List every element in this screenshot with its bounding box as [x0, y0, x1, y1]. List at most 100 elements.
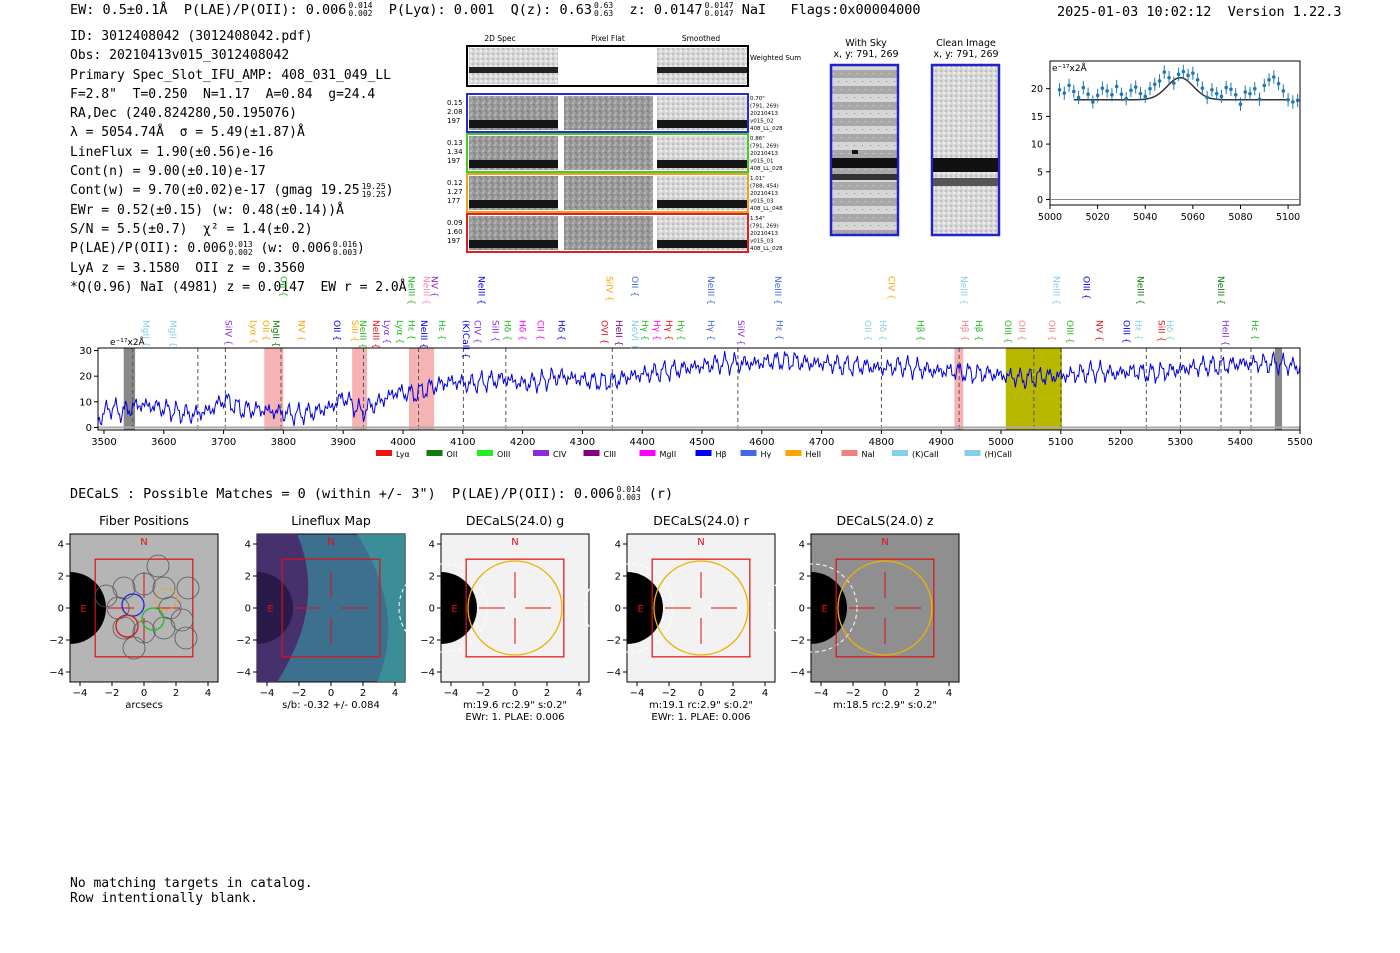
- zoom-y-tick-label: 20: [1031, 84, 1043, 95]
- line-id-label: Lyα {: [247, 320, 257, 344]
- zoom-data-point: [1067, 83, 1071, 88]
- target-crosshair: [295, 572, 367, 644]
- legend-swatch: [639, 450, 656, 456]
- cutout-weight-label: 1.34: [447, 148, 463, 156]
- thumb-title: DECaLS(24.0) g: [466, 513, 564, 528]
- thumb-x-tick-label: −2: [662, 688, 677, 699]
- zoom-data-point: [1238, 102, 1243, 106]
- x-tick-label: 4000: [390, 437, 415, 448]
- line-id-label: SiII {: [1155, 320, 1165, 342]
- north-marker: N: [327, 537, 334, 548]
- zoom-y-tick-label: 0: [1037, 195, 1043, 206]
- info-q: *Q(0.96) NaI (4981) z = 0.0147 EW r = 2.…: [70, 279, 407, 295]
- fiber-circle: [176, 576, 200, 600]
- thumb-x-tick-label: 4: [576, 688, 582, 699]
- thumb-y-tick-label: −4: [606, 668, 621, 679]
- thumb-caption-2: EWr: 1. PLAE: 0.006: [651, 712, 750, 723]
- cutout-pixel-flat: [564, 136, 653, 170]
- line-id-label: OIII {: [1121, 320, 1131, 344]
- thumb-caption: m:19.6 rc:2.9" s:0.2": [463, 700, 567, 711]
- line-id-label: (K)CaII {: [460, 320, 470, 359]
- line-id-label: OII {: [1016, 320, 1026, 341]
- thumb-x-tick-label: −4: [260, 688, 275, 699]
- zoom-data-point: [1157, 79, 1162, 83]
- fiber-circle: [174, 626, 198, 650]
- thumb-x-tick-label: 0: [328, 688, 334, 699]
- clean-image: [930, 63, 1001, 237]
- cutout-weight-label: 1.27: [447, 188, 463, 196]
- zoom-data-point: [1119, 92, 1124, 97]
- info-plae: P(LAE)/P(OII): 0.006 0.013 0.002 (w: 0.006…: [70, 239, 365, 257]
- target-box: [94, 558, 194, 658]
- north-marker: N: [140, 537, 147, 548]
- line-id-label: SiIV {: [603, 276, 613, 302]
- info-fit: F=2.8" T=0.250 N=1.17 A=0.84 g=24.4: [70, 86, 376, 102]
- line-id-label: NV {: [295, 320, 305, 341]
- line-id-label: HeII {: [1219, 320, 1229, 346]
- line-id-label: MgII {: [140, 320, 150, 347]
- thumb-caption-2: EWr: 1. PLAE: 0.006: [465, 712, 564, 723]
- with-sky-title: With Sky x, y: 791, 269: [833, 38, 899, 60]
- thumb-y-tick-label: −2: [790, 636, 805, 647]
- target-box: [651, 558, 751, 658]
- zoom-y-tick-label: 10: [1031, 140, 1043, 151]
- thumb-x-tick-label: 2: [360, 688, 366, 699]
- line-id-label: Lyα {: [381, 320, 391, 344]
- thumb-y-tick-label: 4: [429, 540, 435, 551]
- emission-band: [352, 348, 368, 430]
- zoom-data-point: [1176, 72, 1181, 77]
- legend-swatch: [583, 450, 600, 456]
- thumb-y-tick-label: −2: [236, 636, 251, 647]
- x-tick-label: 4800: [869, 437, 894, 448]
- zoom-data-point: [1286, 97, 1290, 102]
- legend-swatch: [376, 450, 392, 456]
- cutout-2d-trace: [469, 120, 558, 128]
- thumb-title: DECaLS(24.0) z: [837, 513, 934, 528]
- zoom-data-point: [1181, 69, 1186, 74]
- line-id-label: Hγ {: [705, 320, 715, 341]
- cutout-weight-label: 197: [447, 237, 460, 245]
- thumb-title: Fiber Positions: [99, 513, 189, 528]
- line-id-label: Hδ {: [877, 320, 887, 341]
- info-lambda: λ = 5054.74Å σ = 5.49(±1.87)Å: [70, 125, 305, 141]
- masked-band: [123, 348, 136, 430]
- line-id-label: Hδ {: [1164, 320, 1174, 341]
- north-marker: N: [511, 537, 518, 548]
- line-id-label: CIV {: [472, 320, 482, 344]
- zoom-line-fit-chart: 5000 5020 5040 5060 5080 5100 0 5 10 15 20 e⁻¹⁷x2Å: [1031, 60, 1301, 223]
- cutout-detail-label: 20210413: [750, 111, 778, 117]
- zoom-data-point: [1110, 92, 1114, 97]
- thumb-y-tick-label: 2: [58, 572, 64, 583]
- col-2d-spec: 2D Spec: [484, 34, 515, 43]
- target-crosshair: [849, 572, 921, 644]
- fiber-fourth: [115, 614, 139, 638]
- north-marker: N: [881, 537, 888, 548]
- header-plae-err: 0.014 0.002: [348, 1, 373, 18]
- legend-swatch: [740, 450, 757, 456]
- cutout-detail-label: (791, 269): [750, 144, 779, 150]
- line-id-label: SiII {: [349, 320, 359, 342]
- cutout-detail-label: v015_03: [750, 239, 774, 245]
- line-id-label: HeII {: [613, 320, 623, 346]
- zoom-data-point: [1233, 92, 1238, 97]
- zoom-data-point: [1124, 96, 1128, 101]
- x-tick-label: 5300: [1168, 437, 1193, 448]
- legend-label: CIII: [604, 450, 617, 459]
- search-radius-circle: [837, 560, 933, 656]
- cutout-detail-label: 408_LL_048: [750, 206, 783, 212]
- cutout-detail-label: 0.86": [750, 136, 765, 142]
- fiber-second: [141, 607, 165, 631]
- legend-label: (H)CaII: [985, 450, 1012, 459]
- legend-label: (K)CaII: [912, 450, 939, 459]
- cutout-detail-label: v015_02: [750, 119, 774, 125]
- cutout-detail-label: 1.54": [750, 216, 765, 222]
- fiber-circle: [94, 584, 118, 608]
- search-radius-circle: [653, 560, 749, 656]
- thumb-x-tick-label: 2: [544, 688, 550, 699]
- zoom-data-point: [1095, 93, 1100, 98]
- info-id: ID: 3012408042 (3012408042.pdf): [70, 29, 313, 44]
- legend-label: MgII: [660, 450, 677, 459]
- clean-image-title: Clean Image x, y: 791, 269: [933, 38, 999, 60]
